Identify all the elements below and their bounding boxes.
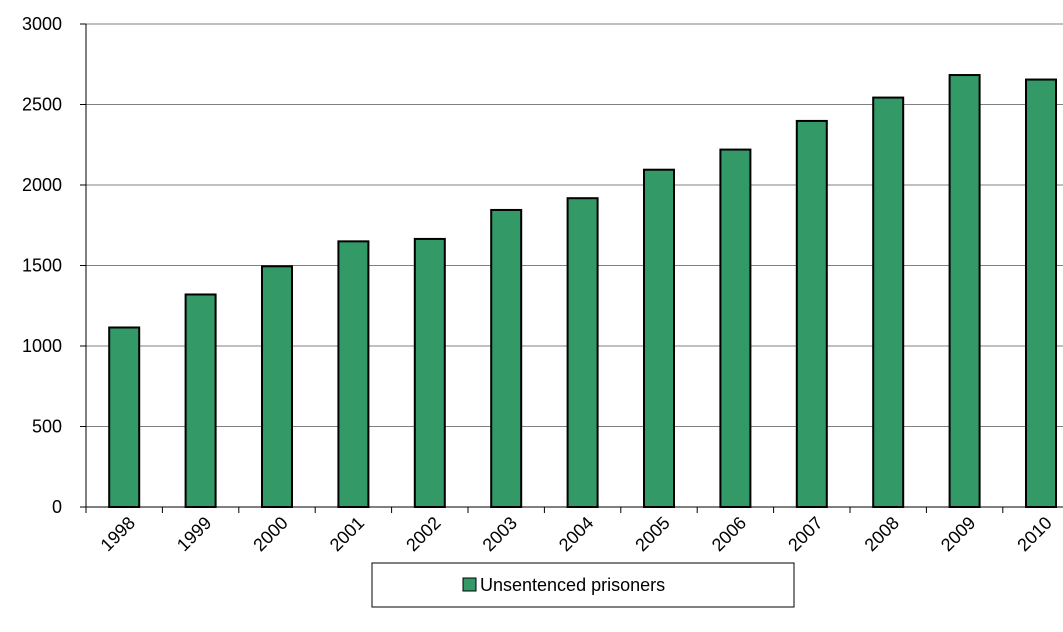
bar-2006	[719, 148, 752, 509]
x-tick-label-2010: 2010	[1013, 513, 1055, 555]
bar-2005	[643, 168, 675, 509]
bar-2001	[337, 240, 370, 508]
y-tick-label-2500: 2500	[22, 95, 62, 115]
x-tick-label-2005: 2005	[631, 513, 673, 555]
x-tick-label-2007: 2007	[784, 513, 826, 555]
x-tick-label-2008: 2008	[861, 513, 903, 555]
bar-2003	[490, 208, 523, 509]
x-tick-label-1998: 1998	[97, 513, 139, 555]
legend-swatch	[462, 577, 477, 592]
bar-2010	[1025, 78, 1057, 508]
x-tick-label-2009: 2009	[937, 513, 979, 555]
bar-2004	[566, 197, 599, 508]
x-tick-label-2002: 2002	[402, 513, 444, 555]
y-tick-label-1000: 1000	[22, 336, 62, 356]
y-tick-labels: 0 500 1000 1500 2000 2500 3000	[22, 14, 62, 517]
bar-2009	[948, 74, 981, 509]
legend-box	[371, 562, 795, 608]
y-tick-label-1500: 1500	[22, 256, 62, 276]
x-tick-label-2001: 2001	[326, 513, 368, 555]
x-tick-label-2000: 2000	[249, 513, 291, 555]
y-tick-label-2000: 2000	[22, 175, 62, 195]
bar-1998	[108, 326, 141, 508]
x-tick-labels: 1998 1999 2000 2001 2002 2003 2004 2005 2006 2007…	[97, 513, 1056, 555]
y-tick-label-3000: 3000	[22, 14, 62, 34]
axes	[80, 23, 1063, 513]
x-tick-label-1999: 1999	[173, 513, 215, 555]
y-tick-label-500: 500	[32, 417, 62, 437]
bar-2002	[413, 237, 446, 508]
bar-2007	[795, 119, 828, 508]
bar-2008	[872, 96, 905, 509]
y-tick-label-0: 0	[52, 497, 62, 517]
x-tick-label-2004: 2004	[555, 513, 597, 555]
bars	[108, 74, 1057, 509]
x-tick-label-2003: 2003	[479, 513, 521, 555]
legend: Unsentenced prisoners	[371, 562, 795, 608]
legend-label: Unsentenced prisoners	[480, 575, 665, 595]
bar-1999	[184, 293, 217, 509]
bar-2000	[261, 265, 293, 508]
x-tick-label-2006: 2006	[708, 513, 750, 555]
